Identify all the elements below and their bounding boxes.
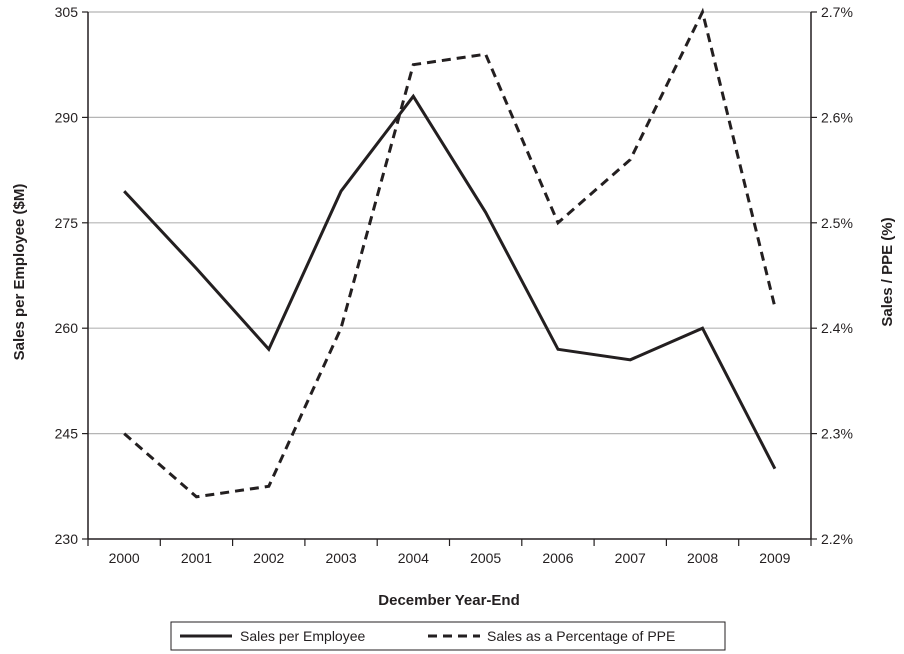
y-axis-right-title: Sales / PPE (%) — [879, 217, 896, 326]
x-tick-label: 2001 — [181, 550, 212, 566]
series-line-sales-per-employee — [123, 93, 777, 470]
legend-label-sales-per-employee: Sales per Employee — [240, 628, 366, 644]
ticks: 230 2.2% 245 2.3% 260 2.4% 275 2.5% 290 2.6% 305 2.… — [55, 4, 853, 566]
x-tick-label: 2003 — [325, 550, 356, 566]
x-tick-label: 2007 — [615, 550, 646, 566]
y-left-tick-label: 275 — [55, 215, 79, 231]
series — [123, 7, 777, 499]
x-tick-label: 2000 — [109, 550, 140, 566]
legend-label-sales-pct-ppe: Sales as a Percentage of PPE — [487, 628, 675, 644]
y-right-tick-label: 2.7% — [821, 4, 853, 20]
gridlines — [88, 11, 811, 435]
x-tick-label: 2005 — [470, 550, 501, 566]
y-left-tick-label: 290 — [55, 109, 79, 125]
x-tick-label: 2002 — [253, 550, 284, 566]
x-tick-label: 2006 — [542, 550, 573, 566]
y-left-tick-label: 230 — [55, 531, 79, 547]
x-axis-title: December Year-End — [378, 592, 519, 609]
y-left-tick-label: 245 — [55, 426, 79, 442]
y-axis-left-title: Sales per Employee ($M) — [11, 184, 28, 361]
x-tick-label: 2004 — [398, 550, 429, 566]
y-right-tick-label: 2.2% — [821, 531, 853, 547]
y-left-tick-label: 305 — [55, 4, 79, 20]
y-left-tick-label: 260 — [55, 320, 79, 336]
series-line-sales-pct-ppe — [123, 7, 777, 499]
y-right-tick-label: 2.3% — [821, 426, 853, 442]
y-right-tick-label: 2.4% — [821, 320, 853, 336]
axes — [87, 12, 812, 540]
legend: Sales per Employee Sales as a Percentage… — [170, 621, 726, 651]
x-tick-label: 2009 — [759, 550, 790, 566]
y-right-tick-label: 2.5% — [821, 215, 853, 231]
x-tick-label: 2008 — [687, 550, 718, 566]
y-right-tick-label: 2.6% — [821, 109, 853, 125]
